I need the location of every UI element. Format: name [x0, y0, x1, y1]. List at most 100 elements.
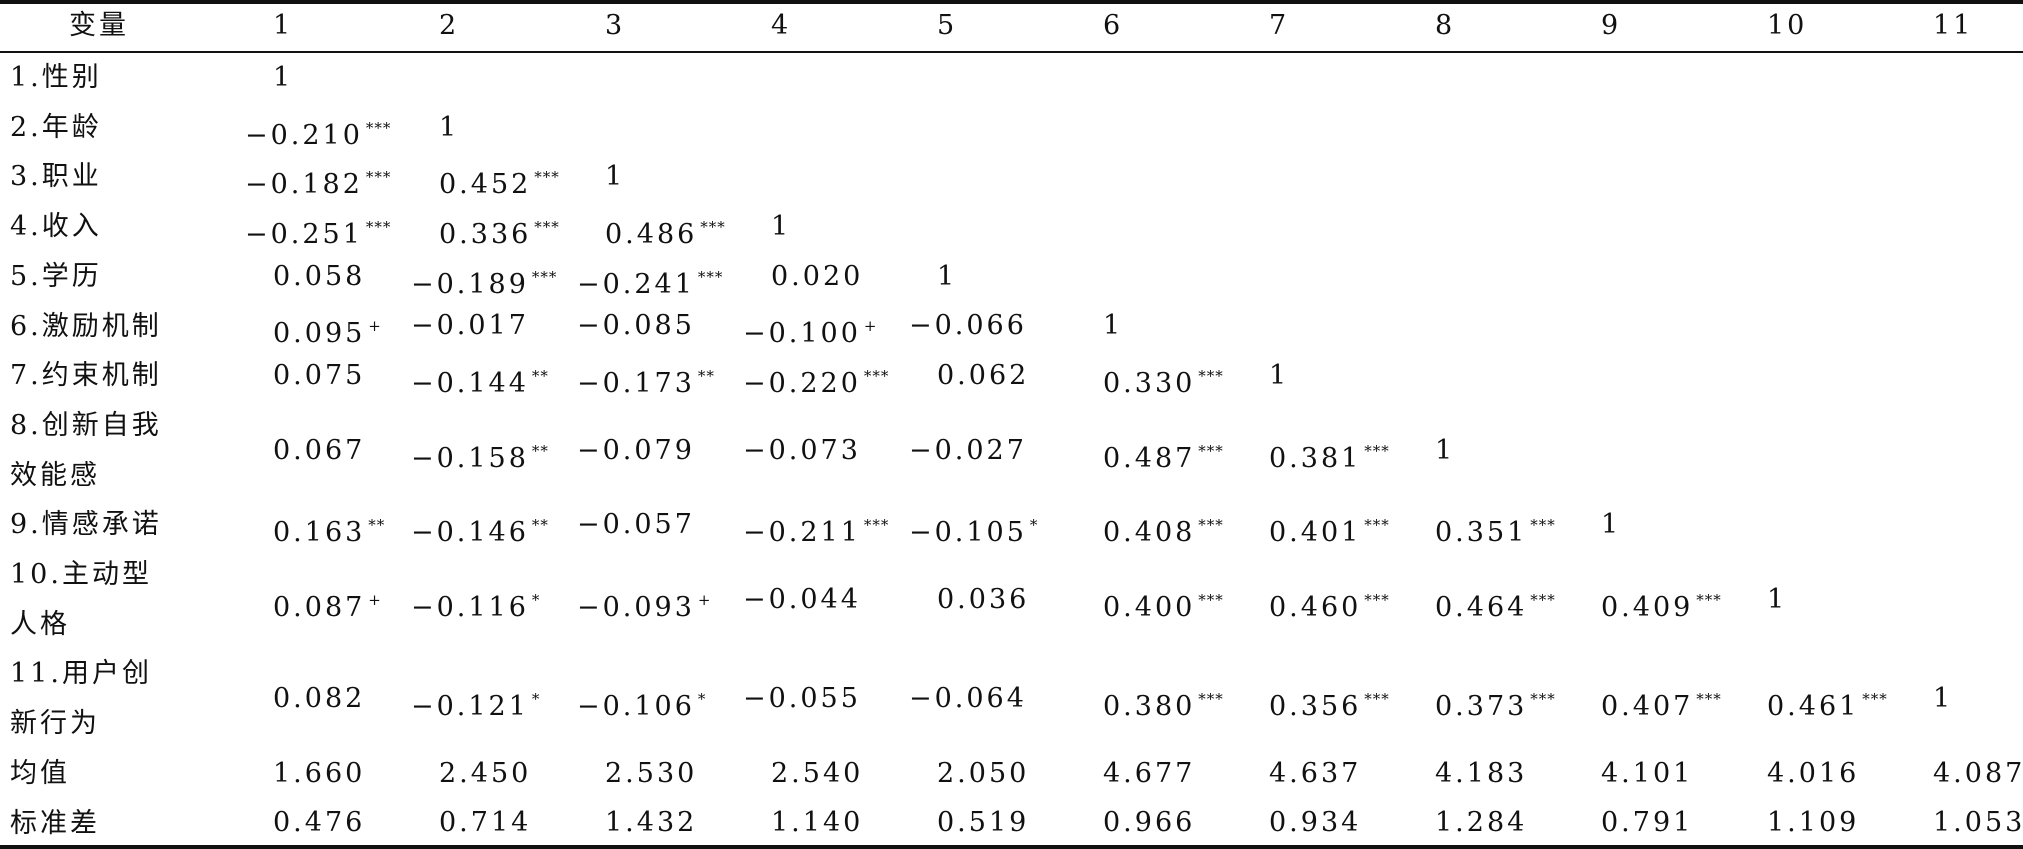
significance-mark: *	[697, 690, 707, 709]
cell: 1	[1767, 583, 1788, 615]
top-rule	[0, 0, 2023, 4]
cell: 0.020	[771, 261, 863, 292]
cell: −0.158 **	[411, 436, 549, 474]
significance-mark: +	[368, 317, 382, 336]
header-cell: 6	[1103, 11, 1123, 41]
cell-text: −0.105	[909, 517, 1027, 549]
cell: −0.251 ***	[245, 212, 391, 250]
row-label-text: 8.创新自我	[10, 409, 162, 441]
cell-text: 0.401	[1269, 517, 1362, 549]
cell: 0.082	[273, 684, 365, 714]
header-cell: 3	[605, 11, 625, 41]
cell: −0.105 *	[909, 510, 1038, 548]
cell: −0.100 +	[743, 311, 878, 349]
cell: 1	[1435, 435, 1455, 466]
cell: 0.461 ***	[1767, 684, 1888, 722]
row-label-text: 5.学历	[10, 260, 102, 292]
cell: 0.714	[439, 808, 531, 838]
cell: 1	[605, 162, 625, 192]
row-label-text: 2.年龄	[10, 111, 102, 143]
row-label-text: 6.激励机制	[10, 310, 162, 342]
cell-text: 0.095	[273, 318, 366, 350]
significance-mark: +	[863, 317, 878, 336]
significance-mark: ***	[697, 267, 724, 286]
cell-text: 1.660	[273, 757, 366, 789]
cell: 0.062	[937, 361, 1029, 391]
significance-mark: ***	[863, 367, 890, 386]
row-label-text: 均值	[10, 757, 70, 789]
cell-text: −0.079	[577, 434, 695, 466]
cell-text: 4.087	[1933, 757, 2023, 789]
cell-text: 0.336	[439, 218, 532, 250]
cell: 1	[771, 211, 791, 242]
cell: 1	[1933, 684, 1953, 714]
cell: −0.146 **	[411, 510, 549, 548]
row-label-text: 7.约束机制	[10, 360, 162, 392]
cell-text: −0.066	[909, 310, 1027, 342]
cell-text: 1	[937, 260, 958, 292]
significance-mark: ***	[534, 168, 560, 187]
cell-text: −0.146	[411, 517, 529, 549]
header-cell-text: 6	[1103, 10, 1124, 41]
cell-text: 1	[1933, 683, 1954, 715]
cell: 2.450	[439, 757, 532, 789]
cell: 0.476	[273, 808, 365, 838]
row-label: 4.收入	[10, 212, 102, 242]
cell-text: 0.356	[1269, 691, 1362, 723]
cell-text: −0.027	[909, 434, 1027, 466]
cell-text: −0.085	[577, 310, 695, 342]
cell-text: 0.082	[273, 683, 366, 715]
cell: −0.079	[577, 434, 695, 466]
cell-text: 0.062	[937, 360, 1030, 392]
row-label: 8.创新自我	[10, 409, 162, 441]
cell: 0.381 ***	[1269, 436, 1390, 474]
cell: 1	[1103, 311, 1123, 341]
significance-mark: ***	[1198, 690, 1224, 709]
cell-text: 0.163	[273, 517, 366, 549]
cell-text: −0.158	[411, 442, 529, 474]
cell: 0.966	[1103, 808, 1195, 838]
cell-text: −0.220	[743, 368, 861, 400]
cell-text: 0.791	[1601, 807, 1694, 839]
significance-mark: ***	[365, 118, 392, 137]
significance-mark: +	[697, 590, 712, 609]
significance-mark: ***	[700, 217, 726, 236]
cell-text: −0.144	[411, 368, 529, 400]
cell-text: −0.064	[909, 683, 1027, 715]
header-cell: 10	[1767, 11, 1807, 41]
cell-text: 0.966	[1103, 807, 1196, 839]
cell-text: 2.450	[439, 757, 532, 789]
cell: 4.016	[1767, 758, 1859, 789]
cell-text: −0.121	[411, 691, 529, 723]
cell: 4.087	[1933, 757, 2023, 789]
row-label: 效能感	[10, 460, 100, 491]
cell: 1.284	[1435, 808, 1527, 838]
cell-text: −0.251	[245, 218, 363, 250]
cell: 0.330 ***	[1103, 361, 1224, 399]
row-label: 9.情感承诺	[10, 510, 162, 540]
cell-text: −0.106	[577, 691, 695, 723]
cell: −0.116 *	[411, 585, 540, 623]
cell: 0.519	[937, 808, 1029, 838]
row-label: 6.激励机制	[10, 310, 162, 342]
cell: 0.460 ***	[1269, 585, 1390, 623]
significance-mark: *	[531, 690, 541, 709]
cell-text: −0.055	[743, 683, 861, 715]
cell: 0.401 ***	[1269, 510, 1390, 548]
header-cell: 变量	[69, 11, 129, 41]
row-label: 人格	[10, 609, 70, 640]
cell: 0.067	[273, 435, 365, 466]
cell-text: 0.373	[1435, 691, 1528, 723]
significance-mark: ***	[1198, 441, 1224, 460]
cell-text: 1	[1767, 583, 1788, 615]
cell-text: −0.189	[411, 268, 529, 300]
header-cell-text: 3	[605, 10, 626, 41]
cell-text: 1	[1103, 310, 1124, 342]
cell: 4.183	[1435, 758, 1527, 789]
cell-text: 0.934	[1269, 807, 1362, 839]
cell: −0.189 ***	[411, 262, 557, 300]
cell-text: −0.073	[743, 434, 861, 466]
significance-mark: ***	[1696, 590, 1722, 609]
cell: 4.637	[1269, 758, 1361, 789]
